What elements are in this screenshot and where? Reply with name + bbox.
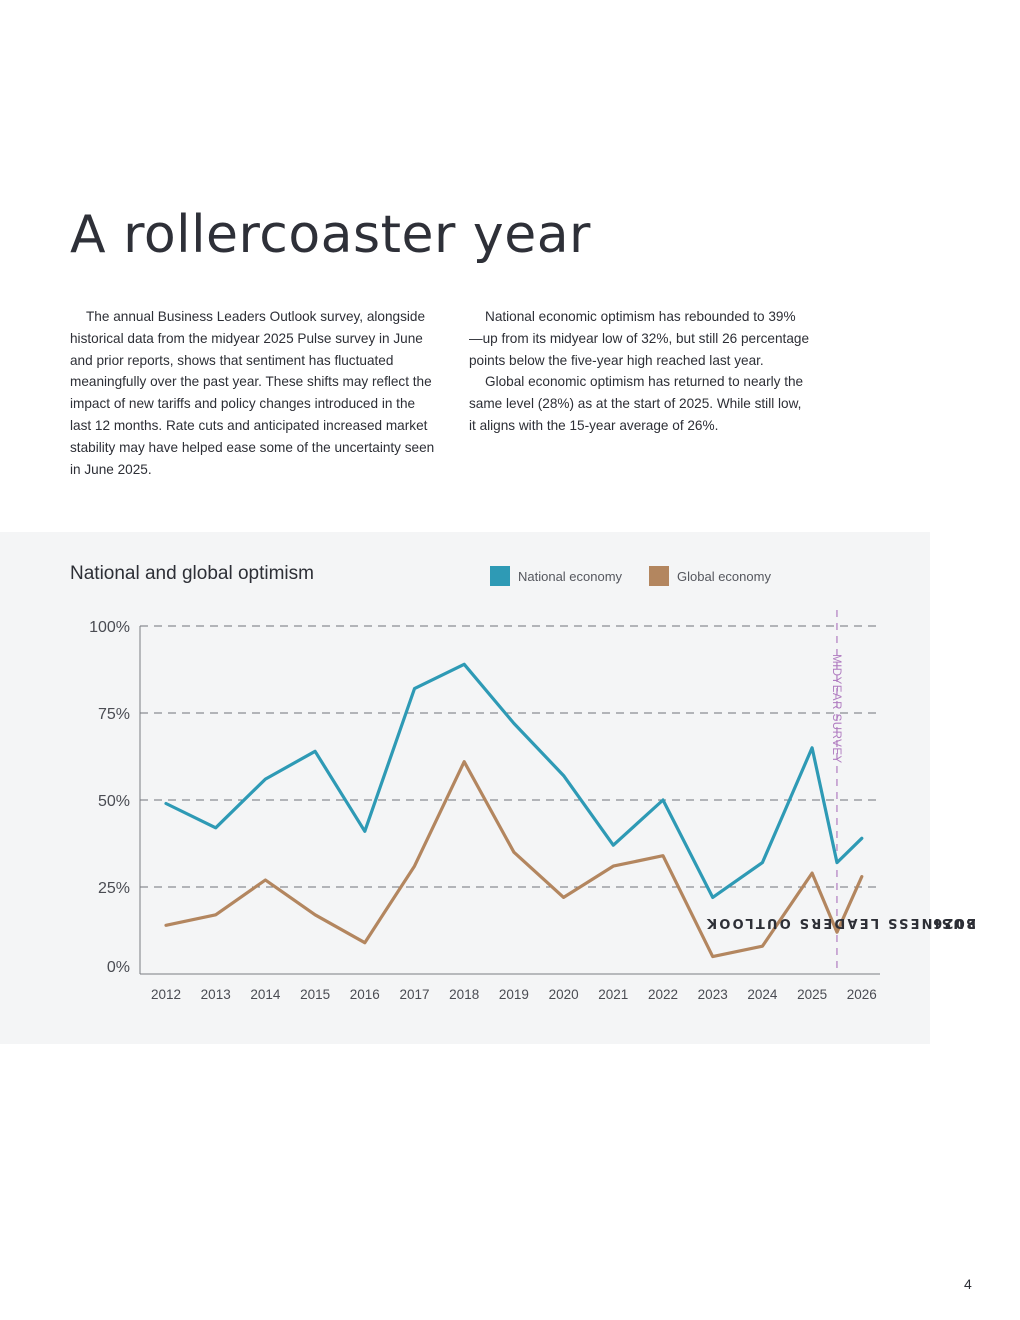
x-tick-label: 2014: [250, 987, 281, 1002]
x-tick-label: 2023: [698, 987, 728, 1002]
x-tick-label: 2025: [797, 987, 827, 1002]
intro-column-left: The annual Business Leaders Outlook surv…: [70, 306, 438, 480]
y-tick-label: 0%: [107, 959, 130, 976]
y-tick-label: 50%: [98, 793, 130, 810]
series-line-global-economy: [164, 760, 864, 959]
x-tick-label: 2013: [201, 987, 231, 1002]
global-optimism-paragraph: Global economic optimism has returned to…: [469, 374, 804, 433]
intro-column-right: National economic optimism has rebounded…: [469, 306, 809, 437]
legend-label-national: National economy: [518, 568, 623, 584]
y-tick-label: 25%: [98, 880, 130, 897]
legend-swatch-global: [649, 566, 669, 586]
x-tick-label: 2017: [399, 987, 429, 1002]
x-tick-label: 2022: [648, 987, 678, 1002]
national-optimism-paragraph: National economic optimism has rebounded…: [469, 309, 810, 368]
legend-national-economy: National economy: [490, 566, 622, 586]
x-tick-label: 2016: [350, 987, 380, 1002]
x-tick-label: 2015: [300, 987, 330, 1002]
series-line-national-economy: [164, 662, 864, 900]
x-tick-label: 2024: [747, 987, 778, 1002]
page-title: A rollercoaster year: [70, 205, 591, 265]
y-tick-label: 75%: [98, 706, 130, 723]
chart-panel: [0, 532, 930, 1044]
y-tick-label: 100%: [89, 619, 130, 636]
side-label-text: BUSINESS LEADERS OUTLOOK: [704, 915, 976, 930]
intro-paragraph: The annual Business Leaders Outlook surv…: [70, 309, 435, 477]
publication-side-label: 2026 BUSINESS LEADERS OUTLOOK: [705, 915, 976, 1196]
legend-label-global: Global economy: [677, 568, 771, 584]
x-tick-label: 2012: [151, 987, 181, 1002]
chart-title: National and global optimism: [70, 563, 314, 584]
midyear-survey-annotation: MIDYEAR SURVEY: [830, 654, 842, 764]
x-tick-label: 2019: [499, 987, 529, 1002]
x-tick-label: 2021: [598, 987, 628, 1002]
x-tick-label: 2018: [449, 987, 479, 1002]
legend-swatch-national: [490, 566, 510, 586]
x-tick-label: 2020: [549, 987, 579, 1002]
x-tick-label: 2026: [847, 987, 877, 1002]
legend-global-economy: Global economy: [649, 566, 771, 586]
page-number: 4: [964, 1276, 972, 1292]
